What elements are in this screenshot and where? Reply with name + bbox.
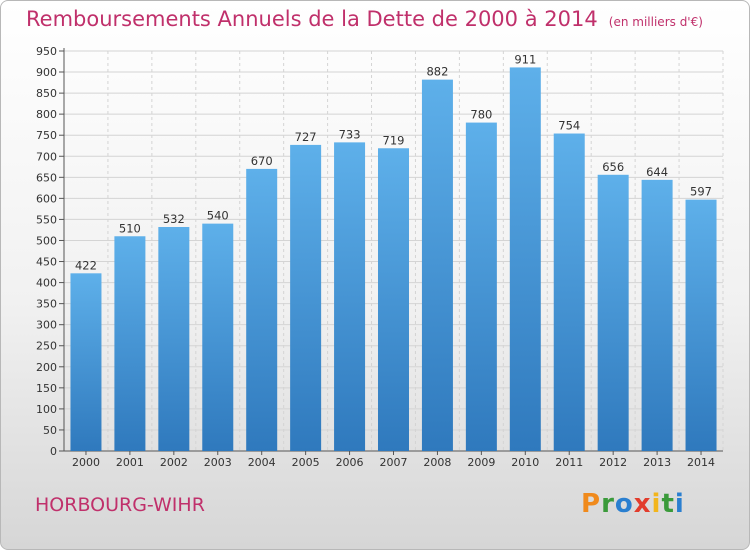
- y-tick-label: 200: [36, 361, 57, 374]
- x-tick-label: 2005: [292, 456, 320, 469]
- logo-letter: x: [633, 489, 652, 519]
- x-tick-label: 2002: [160, 456, 188, 469]
- bar: [114, 236, 146, 451]
- bar: [465, 122, 497, 451]
- bar: [290, 144, 322, 452]
- data-label: 656: [602, 160, 624, 174]
- x-tick-label: 2001: [116, 456, 144, 469]
- data-label: 727: [295, 130, 317, 144]
- logo-letter: i: [674, 489, 685, 519]
- x-tick-label: 2007: [380, 456, 408, 469]
- bar: [70, 273, 102, 451]
- y-tick-label: 150: [36, 382, 57, 395]
- x-tick-label: 2012: [599, 456, 627, 469]
- bar: [597, 174, 629, 451]
- bar: [641, 179, 673, 451]
- y-tick-label: 850: [36, 87, 57, 100]
- logo-letter: o: [614, 489, 634, 519]
- bar: [378, 148, 409, 451]
- x-tick-label: 2014: [687, 456, 715, 469]
- data-label: 670: [251, 154, 273, 168]
- x-tick-label: 2003: [204, 456, 232, 469]
- logo-letter: i: [651, 489, 662, 519]
- x-tick-label: 2013: [643, 456, 671, 469]
- data-label: 754: [558, 119, 580, 133]
- y-tick-label: 450: [36, 256, 57, 269]
- y-tick-label: 800: [36, 108, 57, 121]
- y-tick-label: 950: [36, 45, 57, 58]
- y-tick-label: 500: [36, 234, 57, 247]
- data-label: 597: [690, 185, 712, 199]
- y-tick-label: 250: [36, 340, 57, 353]
- y-tick-label: 550: [36, 213, 57, 226]
- city-name: HORBOURG-WIHR: [35, 494, 205, 516]
- bar: [334, 142, 366, 452]
- bar: [553, 133, 585, 452]
- x-tick-label: 2004: [248, 456, 276, 469]
- logo-letter: P: [581, 489, 602, 519]
- data-label: 532: [163, 212, 185, 226]
- x-tick-label: 2000: [72, 456, 100, 469]
- data-label: 644: [646, 165, 668, 179]
- y-tick-label: 350: [36, 298, 57, 311]
- bar: [685, 199, 717, 451]
- y-tick-label: 700: [36, 150, 57, 163]
- bar-layer: [70, 67, 717, 452]
- data-label: 780: [470, 108, 492, 122]
- y-tick-label: 600: [36, 192, 57, 205]
- y-tick-label: 0: [50, 445, 57, 458]
- data-label: 911: [514, 52, 536, 66]
- bar: [158, 227, 190, 451]
- data-label: 719: [383, 133, 405, 147]
- unit-note: (en milliers d'€): [608, 15, 703, 29]
- data-label: 733: [339, 127, 361, 141]
- x-tick-label: 2008: [423, 456, 451, 469]
- data-label: 422: [75, 258, 97, 272]
- y-tick-label: 750: [36, 129, 57, 142]
- bar: [246, 168, 278, 452]
- x-tick-label: 2009: [467, 456, 495, 469]
- y-tick-label: 50: [43, 424, 57, 437]
- bar: [509, 67, 541, 451]
- proxiti-logo[interactable]: Proxiti: [581, 489, 685, 519]
- y-tick-label: 300: [36, 319, 57, 332]
- x-tick-label: 2006: [336, 456, 364, 469]
- chart-title: Remboursements Annuels de la Dette de 20…: [26, 7, 598, 31]
- y-tick-label: 100: [36, 403, 57, 416]
- x-tick-label: 2010: [511, 456, 539, 469]
- y-tick-label: 400: [36, 277, 57, 290]
- logo-letter: t: [661, 489, 675, 519]
- data-label: 510: [119, 221, 141, 235]
- data-label: 540: [207, 209, 229, 223]
- data-label: 882: [426, 65, 448, 79]
- title-row: Remboursements Annuels de la Dette de 20…: [26, 7, 703, 31]
- logo-letter: r: [601, 489, 615, 519]
- bar: [202, 223, 234, 451]
- x-tick-label: 2011: [555, 456, 583, 469]
- data-label-layer: 422 510 532 540 670 727 733 719 882 780 911 754 656 6…: [75, 52, 712, 272]
- y-tick-label: 900: [36, 66, 57, 79]
- y-tick-label: 650: [36, 171, 57, 184]
- bar: [421, 79, 453, 451]
